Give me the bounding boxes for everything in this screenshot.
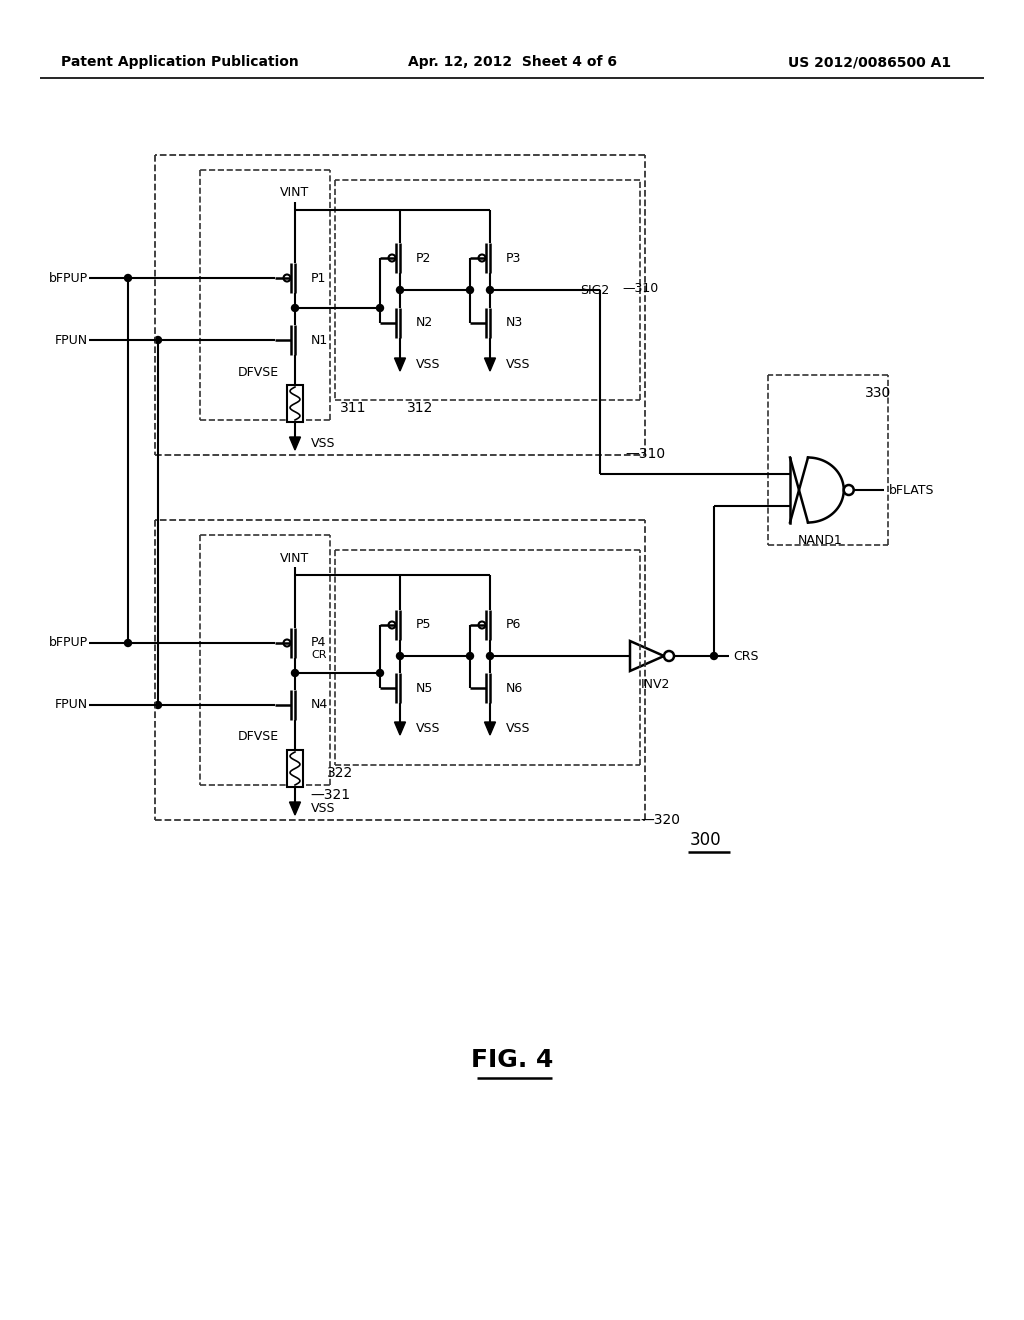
Circle shape xyxy=(478,622,485,628)
Text: N1: N1 xyxy=(311,334,329,346)
Text: VINT: VINT xyxy=(281,186,309,199)
Text: FPUN: FPUN xyxy=(55,334,88,346)
Text: bFPUP: bFPUP xyxy=(49,636,88,649)
Text: P5: P5 xyxy=(416,619,431,631)
Circle shape xyxy=(292,305,299,312)
Polygon shape xyxy=(290,803,300,814)
Circle shape xyxy=(284,639,291,647)
Text: N6: N6 xyxy=(506,681,523,694)
Text: 330: 330 xyxy=(865,385,891,400)
Circle shape xyxy=(155,701,162,709)
Circle shape xyxy=(467,286,473,293)
Bar xyxy=(287,750,303,787)
Circle shape xyxy=(396,652,403,660)
Circle shape xyxy=(388,622,395,628)
Text: —310: —310 xyxy=(625,447,666,461)
Text: US 2012/0086500 A1: US 2012/0086500 A1 xyxy=(788,55,951,69)
Polygon shape xyxy=(394,358,406,371)
Text: bFPUP: bFPUP xyxy=(49,272,88,285)
Text: P2: P2 xyxy=(416,252,431,264)
Text: VINT: VINT xyxy=(281,552,309,565)
Text: VSS: VSS xyxy=(416,358,440,371)
Text: N3: N3 xyxy=(506,317,523,330)
Circle shape xyxy=(284,275,291,281)
Text: 311: 311 xyxy=(340,401,367,414)
Text: N4: N4 xyxy=(311,698,329,711)
Text: Patent Application Publication: Patent Application Publication xyxy=(61,55,299,69)
Text: NAND1: NAND1 xyxy=(798,535,843,546)
Text: SIG2: SIG2 xyxy=(580,284,609,297)
Text: INV2: INV2 xyxy=(640,677,670,690)
Text: N5: N5 xyxy=(416,681,433,694)
Polygon shape xyxy=(484,722,496,735)
Circle shape xyxy=(292,669,299,676)
Text: VSS: VSS xyxy=(311,437,336,450)
Text: bFLATS: bFLATS xyxy=(889,483,934,496)
Text: DFVSE: DFVSE xyxy=(238,730,279,743)
Circle shape xyxy=(396,286,403,293)
Circle shape xyxy=(711,652,718,660)
Text: —320: —320 xyxy=(640,813,680,828)
Bar xyxy=(287,385,303,422)
Text: FIG. 4: FIG. 4 xyxy=(471,1048,553,1072)
Text: 322: 322 xyxy=(327,766,353,780)
Circle shape xyxy=(844,484,854,495)
Text: CRS: CRS xyxy=(733,649,759,663)
Circle shape xyxy=(155,337,162,343)
Circle shape xyxy=(125,639,131,647)
Circle shape xyxy=(377,305,384,312)
Polygon shape xyxy=(290,437,300,450)
Circle shape xyxy=(478,255,485,261)
Text: CR: CR xyxy=(311,649,327,660)
Text: FPUN: FPUN xyxy=(55,698,88,711)
Text: VSS: VSS xyxy=(311,803,336,814)
Text: Apr. 12, 2012  Sheet 4 of 6: Apr. 12, 2012 Sheet 4 of 6 xyxy=(408,55,616,69)
Text: 312: 312 xyxy=(407,401,433,414)
Circle shape xyxy=(388,255,395,261)
Text: P4: P4 xyxy=(311,636,327,649)
Text: VSS: VSS xyxy=(416,722,440,735)
Text: N2: N2 xyxy=(416,317,433,330)
Circle shape xyxy=(377,669,384,676)
Text: DFVSE: DFVSE xyxy=(238,366,279,379)
Text: P1: P1 xyxy=(311,272,327,285)
Text: VSS: VSS xyxy=(506,358,530,371)
Polygon shape xyxy=(484,358,496,371)
Circle shape xyxy=(125,275,131,281)
Circle shape xyxy=(486,286,494,293)
Text: P6: P6 xyxy=(506,619,521,631)
Circle shape xyxy=(467,652,473,660)
Text: —321: —321 xyxy=(310,788,350,803)
Circle shape xyxy=(486,652,494,660)
Polygon shape xyxy=(394,722,406,735)
Text: P3: P3 xyxy=(506,252,521,264)
Circle shape xyxy=(664,651,674,661)
Text: VSS: VSS xyxy=(506,722,530,735)
Text: 300: 300 xyxy=(690,832,722,849)
Text: —310: —310 xyxy=(622,281,658,294)
